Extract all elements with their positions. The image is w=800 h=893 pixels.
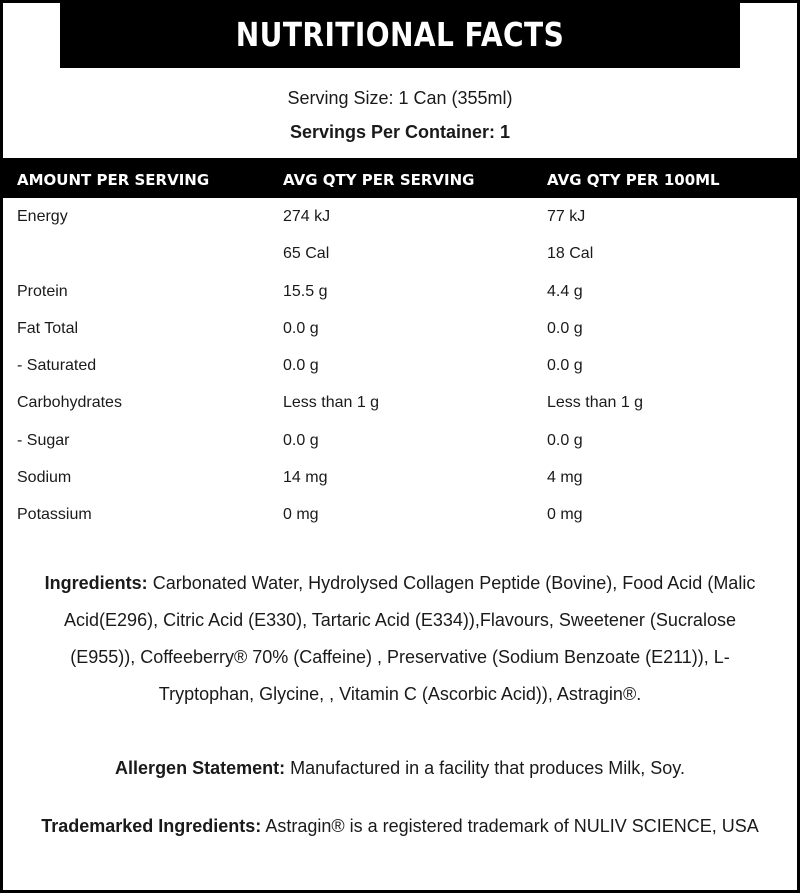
ingredients-text: Carbonated Water, Hydrolysed Collagen Pe… (64, 573, 756, 704)
per-serving-value: 0.0 g (283, 357, 319, 375)
allergen-label: Allergen Statement: (115, 758, 286, 778)
nutrient-name: Carbohydrates (17, 394, 122, 412)
page-title: Nutritional Facts (60, 0, 740, 68)
per-100ml-value: 18 Cal (547, 245, 594, 263)
nutrition-table: Energy 274 kJ 77 kJ 65 Cal 18 Cal Protein 15.5… (0, 198, 800, 534)
nutrient-name: Potassium (17, 506, 92, 524)
per-100ml-value: 0.0 g (547, 319, 583, 337)
table-row: - Saturated 0.0 g 0.0 g (0, 347, 800, 384)
table-row: Sodium 14 mg 4 mg (0, 459, 800, 496)
nutrient-name: Protein (17, 282, 68, 300)
per-serving-value: 14 mg (283, 469, 328, 487)
table-row: Protein 15.5 g 4.4 g (0, 273, 800, 310)
servings-per-container: Servings Per Container: 1 (289, 122, 511, 142)
header-avg-qty-per-100ml: AVG QTY PER 100ML (547, 171, 720, 189)
per-100ml-value: 4.4 g (547, 282, 583, 300)
table-row: Fat Total 0.0 g 0.0 g (0, 310, 800, 347)
table-row: Carbohydrates Less than 1 g Less than 1 g (0, 384, 800, 421)
trademark-label: Trademarked Ingredients: (41, 816, 262, 836)
per-serving-value: 65 Cal (283, 245, 330, 263)
allergen-text: Manufactured in a facility that produces… (285, 758, 685, 778)
serving-info: Serving Size: 1 Can (355ml) Servings Per… (0, 68, 800, 158)
per-100ml-value: 0.0 g (547, 357, 583, 375)
serving-size: Serving Size: 1 Can (355ml) (287, 88, 513, 108)
per-100ml-value: 4 mg (547, 469, 583, 487)
per-serving-value: 274 kJ (283, 208, 331, 225)
table-row: Potassium 0 mg 0 mg (0, 496, 800, 533)
table-row: 65 Cal 18 Cal (0, 235, 800, 272)
per-serving-value: 0 mg (283, 506, 319, 524)
per-100ml-value: 77 kJ (547, 208, 586, 225)
trademarked-ingredients: Trademarked Ingredients: Astragin® is a … (40, 808, 760, 844)
trademark-text: Astragin® is a registered trademark of N… (261, 816, 759, 836)
ingredients-label: Ingredients: (44, 573, 148, 593)
per-serving-value: 0.0 g (283, 319, 319, 337)
header-amount-per-serving: AMOUNT PER SERVING (17, 171, 210, 189)
nutrient-name: - Saturated (17, 357, 97, 375)
nutrient-name: Energy (17, 208, 68, 225)
per-100ml-value: Less than 1 g (547, 394, 644, 412)
nutrient-name: Sodium (17, 469, 72, 487)
nutrient-name: - Sugar (17, 431, 70, 449)
ingredients: Ingredients: Carbonated Water, Hydrolyse… (30, 565, 770, 713)
table-row: Energy 274 kJ 77 kJ (0, 198, 800, 235)
table-row: - Sugar 0.0 g 0.0 g (0, 422, 800, 459)
per-serving-value: 15.5 g (283, 282, 328, 300)
per-serving-value: 0.0 g (283, 431, 319, 449)
header-avg-qty-per-serving: AVG QTY PER SERVING (283, 171, 475, 189)
table-header: AMOUNT PER SERVING AVG QTY PER SERVING A… (0, 158, 800, 198)
per-100ml-value: 0 mg (547, 506, 583, 524)
allergen-statement: Allergen Statement: Manufactured in a fa… (0, 750, 800, 787)
nutrient-name: Fat Total (17, 319, 79, 337)
per-serving-value: Less than 1 g (283, 394, 380, 412)
per-100ml-value: 0.0 g (547, 431, 583, 449)
